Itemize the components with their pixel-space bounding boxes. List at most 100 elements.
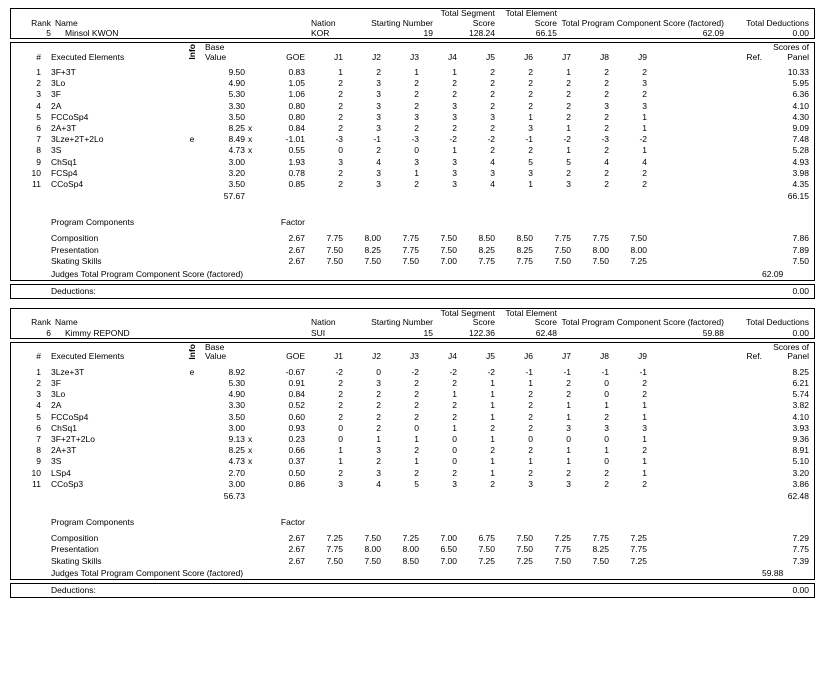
skater-block: Rank Name Nation Starting Number Total Segme… — [10, 307, 815, 599]
element-judge-9-score: 3 — [642, 100, 647, 111]
pc-title-spacer-7 — [571, 515, 609, 529]
col-header-judge-4: J4 — [448, 351, 457, 362]
element-judge-7-score: 1 — [566, 145, 571, 156]
element-judge-7-score: 2 — [566, 467, 571, 478]
element-judge-5-score: 3 — [490, 111, 495, 122]
element-judge-6-score: 2 — [528, 389, 533, 400]
element-judge-4-score: -2 — [449, 134, 457, 145]
element-info-flag — [181, 168, 203, 179]
element-bonus-x-marker — [245, 157, 259, 168]
element-judge-2-score: 3 — [376, 377, 381, 388]
element-row: 11 CCoSp4 3.50 0.85 2 3 2 3 4 1 3 2 2 4.35 — [11, 179, 814, 190]
element-judge-1-score: 2 — [338, 389, 343, 400]
components-spacer-row — [11, 502, 814, 515]
element-judge-1-score: 2 — [338, 123, 343, 134]
element-info-flag — [181, 157, 203, 168]
element-judge-2-score: 2 — [376, 456, 381, 467]
element-judge-7-score: 3 — [566, 422, 571, 433]
element-judge-9-score: 1 — [642, 123, 647, 134]
element-name: 3Lze+3T — [51, 366, 85, 377]
element-score-of-panel: 5.95 — [792, 78, 809, 89]
col-header-total-segment-score: Total Segment Score — [440, 8, 495, 28]
element-row: 8 3S 4.73 x 0.55 0 2 0 1 2 2 1 2 1 5.28 — [11, 145, 814, 156]
element-score-of-panel: 10.33 — [787, 67, 809, 77]
component-judge-2-score: 8.25 — [364, 244, 381, 255]
col-header-judge-4: J4 — [448, 51, 457, 62]
element-judge-7-score: 2 — [566, 89, 571, 100]
deductions-table: Deductions: 0.00 — [11, 285, 814, 298]
pc-title-spacer-10 — [762, 515, 814, 529]
element-judge-6-score: 2 — [528, 445, 533, 456]
component-judge-9-score: 7.75 — [630, 544, 647, 555]
col-header-element-number: # — [36, 351, 41, 362]
element-base-value: 4.90 — [228, 389, 245, 400]
total-spacer-14 — [609, 190, 647, 202]
component-judge-1-score: 7.50 — [326, 256, 343, 267]
element-row: 6 ChSq1 3.00 0.93 0 2 0 1 2 2 3 3 3 3.93 — [11, 423, 814, 434]
component-judge-8-score: 7.50 — [592, 256, 609, 267]
element-row: 4 2A 3.30 0.80 2 3 2 3 2 2 2 3 3 4.10 — [11, 101, 814, 112]
element-judge-3-score: 2 — [414, 389, 419, 400]
total-spacer-5 — [259, 490, 305, 502]
element-bonus-x-marker — [245, 479, 259, 490]
element-judge-8-score: 0 — [604, 433, 609, 444]
component-judge-3-score: 7.50 — [402, 256, 419, 267]
element-goe: 0.50 — [288, 467, 305, 478]
element-name: 2A+3T — [51, 445, 77, 456]
col-header-total-element-score: Total Element Score — [505, 8, 558, 28]
element-ref — [647, 378, 762, 389]
element-name: 3S — [51, 145, 62, 156]
element-base-value: 3.20 — [228, 167, 245, 178]
element-judge-2-score: 4 — [376, 156, 381, 167]
element-judge-2-score: 3 — [376, 445, 381, 456]
element-judge-7-score: 1 — [566, 411, 571, 422]
element-judge-3-score: 2 — [414, 400, 419, 411]
element-judge-6-score: 3 — [528, 123, 533, 134]
element-info-flag — [181, 78, 203, 89]
element-judge-5-score: 4 — [490, 179, 495, 190]
element-judge-9-score: 1 — [642, 433, 647, 444]
element-number: 4 — [36, 400, 41, 411]
component-score-of-panel: 7.89 — [792, 244, 809, 255]
element-judge-1-score: 1 — [338, 445, 343, 456]
element-judge-2-score: 2 — [376, 145, 381, 156]
component-ref — [647, 556, 762, 568]
element-judge-4-score: 3 — [452, 100, 457, 111]
component-judge-3-score: 8.50 — [402, 555, 419, 566]
total-spacer-11 — [495, 190, 533, 202]
component-name: Presentation — [51, 544, 99, 555]
element-base-value: 3.30 — [228, 100, 245, 111]
element-name: FCCoSp4 — [51, 411, 89, 422]
element-ref — [647, 157, 762, 168]
element-info-flag — [181, 479, 203, 490]
pc-total-ref — [647, 567, 762, 579]
element-number: 5 — [36, 411, 41, 422]
element-score-of-panel: 6.21 — [792, 377, 809, 388]
col-header-scores-of-panel: Scores of Panel — [773, 42, 809, 62]
total-spacer-13 — [571, 490, 609, 502]
component-score-of-panel: 7.29 — [792, 532, 809, 543]
element-info-flag: e — [189, 134, 195, 145]
element-judge-3-score: 3 — [414, 111, 419, 122]
element-judge-3-score: 2 — [414, 100, 419, 111]
components-total-row: Judges Total Program Component Score (fa… — [11, 567, 814, 579]
components-title: Program Components — [51, 217, 135, 228]
skater-detail-box: # Executed Elements Info Base Value GOE J1 J2 J… — [10, 42, 815, 281]
element-ref — [647, 400, 762, 411]
pc-title-spacer-9 — [647, 215, 762, 229]
element-judge-6-score: 3 — [528, 478, 533, 489]
element-info-flag — [181, 423, 203, 434]
pc-title-spacer-1 — [343, 215, 381, 229]
component-ref — [647, 533, 762, 545]
element-judge-3-score: 2 — [414, 123, 419, 134]
element-judge-7-score: 2 — [566, 389, 571, 400]
element-row: 11 CCoSp3 3.00 0.86 3 4 5 3 2 3 3 2 2 3.86 — [11, 479, 814, 490]
component-ref — [647, 233, 762, 245]
component-name: Skating Skills — [51, 555, 102, 566]
component-judge-7-score: 7.25 — [554, 532, 571, 543]
element-judge-3-score: 1 — [414, 456, 419, 467]
pc-title-spacer-8 — [609, 515, 647, 529]
col-header-judge-9: J9 — [638, 351, 647, 362]
element-score-of-panel: 8.91 — [792, 445, 809, 456]
element-judge-8-score: 4 — [604, 156, 609, 167]
